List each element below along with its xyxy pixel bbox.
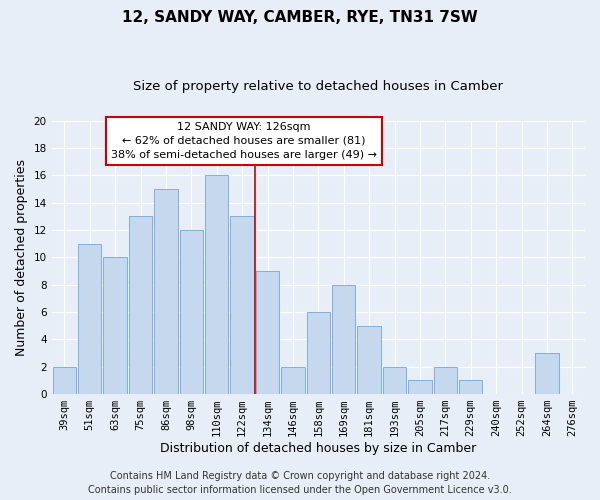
Text: 12 SANDY WAY: 126sqm
← 62% of detached houses are smaller (81)
38% of semi-detac: 12 SANDY WAY: 126sqm ← 62% of detached h… (110, 122, 377, 160)
Bar (358, 326, 381, 394)
Bar (154, 189, 178, 394)
Bar (281, 366, 305, 394)
Bar (383, 366, 406, 394)
Bar (434, 366, 457, 394)
Bar (332, 284, 355, 394)
Title: Size of property relative to detached houses in Camber: Size of property relative to detached ho… (133, 80, 503, 93)
Bar (408, 380, 431, 394)
Bar (230, 216, 254, 394)
Bar (459, 380, 482, 394)
Bar (205, 176, 229, 394)
Bar (53, 366, 76, 394)
Text: Contains HM Land Registry data © Crown copyright and database right 2024.
Contai: Contains HM Land Registry data © Crown c… (88, 471, 512, 495)
Bar (129, 216, 152, 394)
X-axis label: Distribution of detached houses by size in Camber: Distribution of detached houses by size … (160, 442, 476, 455)
Bar (535, 353, 559, 394)
Bar (179, 230, 203, 394)
Bar (78, 244, 101, 394)
Bar (307, 312, 330, 394)
Y-axis label: Number of detached properties: Number of detached properties (15, 159, 28, 356)
Bar (256, 271, 279, 394)
Text: 12, SANDY WAY, CAMBER, RYE, TN31 7SW: 12, SANDY WAY, CAMBER, RYE, TN31 7SW (122, 10, 478, 25)
Bar (103, 258, 127, 394)
